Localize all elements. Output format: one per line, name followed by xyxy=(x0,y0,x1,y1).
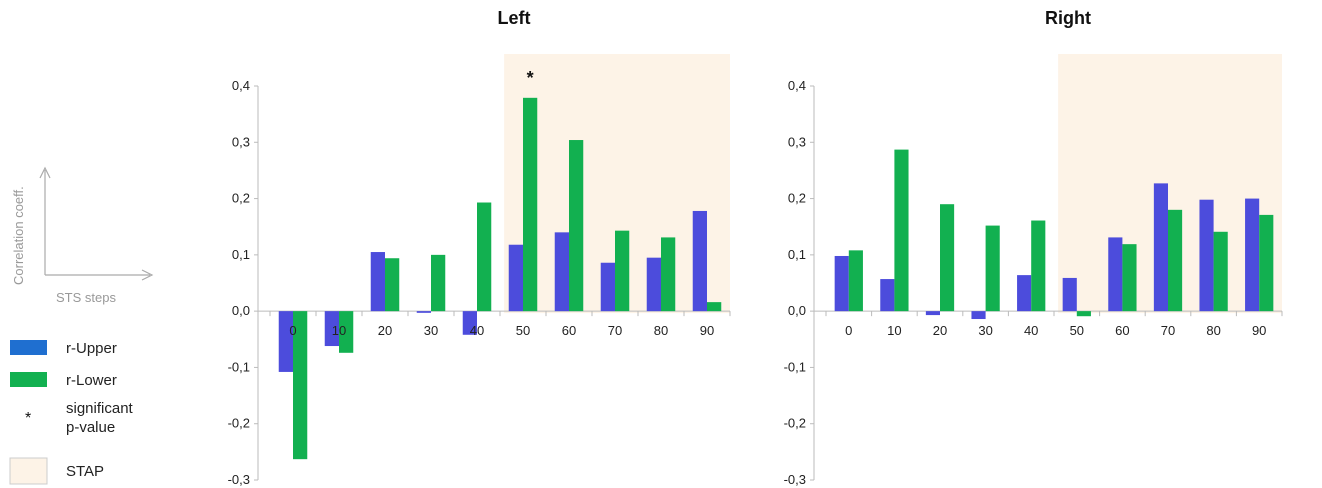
axes-icon-x-caption: STS steps xyxy=(56,290,116,305)
y-tick-label: 0,2 xyxy=(232,191,250,206)
chart-title: Left xyxy=(498,8,531,28)
legend-swatch-r-upper xyxy=(10,340,47,355)
y-tick-label: 0,4 xyxy=(232,78,250,93)
x-tick-label: 80 xyxy=(1206,323,1220,338)
legend: Correlation coeff. STS steps r-Upper r-L… xyxy=(9,166,154,485)
x-tick-label: 20 xyxy=(378,323,392,338)
bar-r-lower-70 xyxy=(1168,209,1183,312)
bar-r-lower-90 xyxy=(707,302,722,312)
axes-icon-y-arrow xyxy=(39,166,51,179)
bar-r-upper-70 xyxy=(600,262,615,312)
x-tick-label: 70 xyxy=(1161,323,1175,338)
bar-r-lower-80 xyxy=(661,237,676,312)
y-tick-label: 0,3 xyxy=(788,134,806,149)
bar-r-upper-80 xyxy=(1199,199,1214,312)
bar-r-upper-50 xyxy=(1062,277,1077,312)
bar-r-lower-30 xyxy=(985,225,1000,312)
bar-r-lower-20 xyxy=(385,258,400,312)
bar-r-lower-70 xyxy=(615,230,630,312)
bar-r-upper-10 xyxy=(324,311,339,347)
chart-title: Right xyxy=(1045,8,1091,28)
axes-icon-y-caption: Correlation coeff. xyxy=(11,186,26,285)
y-tick-label: -0,1 xyxy=(228,359,250,374)
x-tick-label: 10 xyxy=(887,323,901,338)
bar-r-upper-90 xyxy=(692,210,707,312)
legend-label-stap: STAP xyxy=(66,463,104,480)
y-tick-label: -0,2 xyxy=(784,416,806,431)
significance-marker: * xyxy=(527,68,534,88)
x-tick-label: 40 xyxy=(470,323,484,338)
bar-r-lower-60 xyxy=(1122,244,1137,312)
bar-r-upper-50 xyxy=(508,244,523,312)
bar-r-upper-60 xyxy=(1108,237,1123,312)
x-tick-label: 60 xyxy=(562,323,576,338)
bar-r-upper-40 xyxy=(462,311,477,335)
y-tick-label: -0,3 xyxy=(784,472,806,487)
x-tick-label: 60 xyxy=(1115,323,1129,338)
bar-r-upper-20 xyxy=(925,311,940,316)
y-tick-label: 0,1 xyxy=(788,247,806,262)
bar-r-lower-10 xyxy=(339,311,354,353)
bar-r-upper-80 xyxy=(646,257,661,312)
bar-r-upper-0 xyxy=(834,255,849,312)
y-tick-label: -0,1 xyxy=(784,359,806,374)
x-tick-label: 20 xyxy=(933,323,947,338)
bar-r-upper-70 xyxy=(1153,183,1168,312)
bar-r-lower-30 xyxy=(431,254,446,312)
axes-icon: Correlation coeff. STS steps xyxy=(11,166,154,305)
bar-r-lower-0 xyxy=(848,250,863,312)
legend-label-significant: significant p-value xyxy=(66,400,137,436)
bar-r-upper-30 xyxy=(971,311,986,320)
x-tick-label: 50 xyxy=(1070,323,1084,338)
x-tick-label: 10 xyxy=(332,323,346,338)
y-tick-label: -0,3 xyxy=(228,472,250,487)
x-tick-label: 30 xyxy=(978,323,992,338)
x-tick-label: 30 xyxy=(424,323,438,338)
axes-icon-x-arrow xyxy=(141,269,154,281)
y-tick-label: 0,0 xyxy=(232,303,250,318)
bar-r-lower-20 xyxy=(940,204,955,312)
y-tick-label: -0,2 xyxy=(228,416,250,431)
bar-r-upper-30 xyxy=(416,311,431,313)
bar-r-lower-0 xyxy=(293,311,308,460)
legend-swatch-stap xyxy=(9,457,48,485)
x-tick-label: 90 xyxy=(700,323,714,338)
legend-significance-symbol: * xyxy=(25,410,31,427)
x-tick-label: 70 xyxy=(608,323,622,338)
x-tick-label: 80 xyxy=(654,323,668,338)
legend-label-r-upper: r-Upper xyxy=(66,340,117,357)
x-tick-label: 50 xyxy=(516,323,530,338)
bar-r-upper-10 xyxy=(880,279,895,312)
bar-r-lower-40 xyxy=(1031,220,1046,312)
bar-r-upper-90 xyxy=(1245,198,1260,312)
bar-r-lower-50 xyxy=(1076,311,1091,317)
x-tick-label: 40 xyxy=(1024,323,1038,338)
bar-r-lower-40 xyxy=(477,202,492,312)
y-tick-label: 0,2 xyxy=(788,191,806,206)
x-tick-label: 0 xyxy=(289,323,296,338)
bar-r-lower-50 xyxy=(523,97,538,312)
chart-left: Left -0,3 -0,2 -0,1 0,0 0,1 0,2 0,3 0,4 0 10 20 30 40… xyxy=(228,8,731,487)
y-tick-label: 0,1 xyxy=(232,247,250,262)
y-tick-label: 0,0 xyxy=(788,303,806,318)
bar-r-lower-80 xyxy=(1213,231,1228,312)
bar-r-lower-10 xyxy=(894,149,909,312)
legend-swatch-r-lower xyxy=(10,372,47,387)
y-tick-label: 0,3 xyxy=(232,134,250,149)
x-tick-label: 0 xyxy=(845,323,852,338)
bar-r-upper-40 xyxy=(1017,275,1032,312)
bar-r-upper-60 xyxy=(554,232,569,312)
bar-r-lower-60 xyxy=(569,140,584,312)
chart-right: Right -0,3 -0,2 -0,1 0,0 0,1 0,2 0,3 0,4 0 10 20 30 4… xyxy=(784,8,1283,487)
bar-r-upper-20 xyxy=(370,252,385,312)
x-tick-label: 90 xyxy=(1252,323,1266,338)
bar-r-upper-0 xyxy=(278,311,293,372)
legend-label-r-lower: r-Lower xyxy=(66,372,117,389)
bar-r-lower-90 xyxy=(1259,214,1274,312)
y-tick-label: 0,4 xyxy=(788,78,806,93)
